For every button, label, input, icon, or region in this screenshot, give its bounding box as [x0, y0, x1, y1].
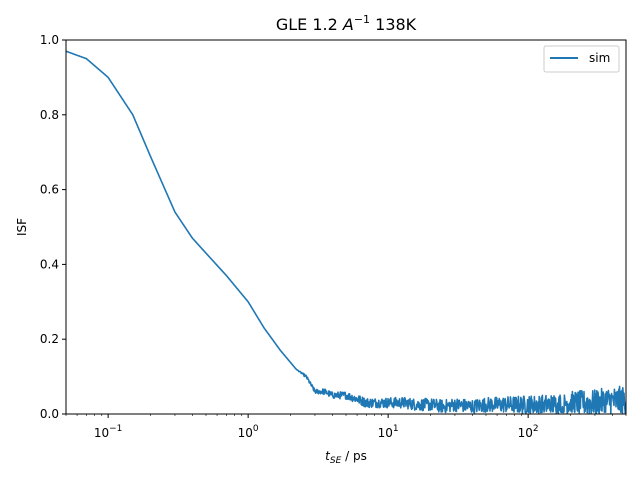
- x-axis-label: tSE / ps: [325, 449, 367, 466]
- x-tick-label-0: 10−1: [94, 424, 123, 440]
- y-tick-label-2: 0.4: [40, 257, 59, 271]
- x-tick-label-1: 100: [238, 424, 259, 440]
- y-tick-label-3: 0.6: [40, 183, 59, 197]
- legend-box: [543, 45, 620, 73]
- y-tick-label-1: 0.2: [40, 332, 59, 346]
- y-axis-ticks: 0.0 0.2 0.4 0.6 0.8 1.0: [40, 33, 66, 421]
- y-tick-label-4: 0.8: [40, 108, 59, 122]
- y-tick-label-5: 1.0: [40, 33, 59, 47]
- legend-label-sim: sim: [589, 51, 610, 65]
- y-tick-label-0: 0.0: [40, 407, 59, 421]
- legend: sim: [543, 45, 620, 73]
- y-axis-label: ISF: [15, 218, 29, 236]
- series-line-sim: [66, 50, 626, 414]
- series-layer: [66, 50, 626, 414]
- x-axis-ticks: 10−1 100 101 102: [94, 414, 539, 440]
- chart-title: GLE 1.2 A−1 138K: [276, 13, 417, 34]
- x-tick-label-2: 101: [378, 424, 399, 440]
- x-tick-label-3: 102: [518, 424, 539, 440]
